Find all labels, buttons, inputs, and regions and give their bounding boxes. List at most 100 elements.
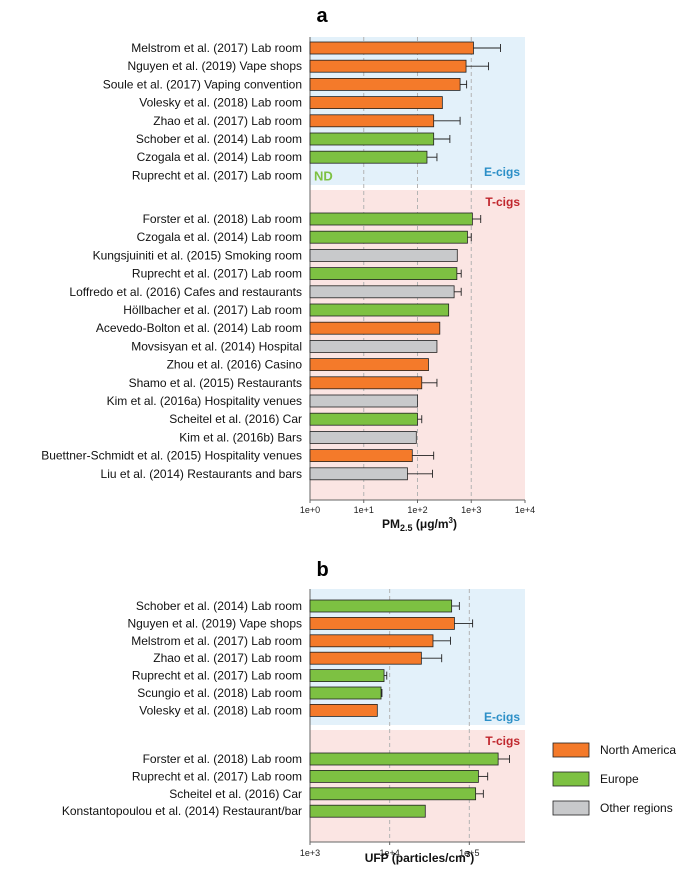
x-axis-label: UFP (particles/cm3) <box>365 850 475 865</box>
x-tick-label: 1e+5 <box>459 848 479 858</box>
bar <box>309 212 473 226</box>
row-label: Scungio et al. (2018) Lab room <box>137 686 302 700</box>
row-label: Volesky et al. (2018) Lab room <box>139 703 302 717</box>
bar <box>309 669 385 682</box>
ecig-label: E-cigs <box>484 165 520 179</box>
bar <box>309 634 434 648</box>
row-label: Czogala et al. (2014) Lab room <box>137 230 302 244</box>
row-label: Konstantopoulou et al. (2014) Restaurant… <box>62 804 302 818</box>
legend-label: North America <box>600 743 676 757</box>
panel-b-chart: 1e+3 1e+4 1e+5 b E-cigs T-cigs Schober et al. … <box>62 559 525 865</box>
x-axis-label-part: ) <box>470 851 474 865</box>
row-label: Scheitel et al. (2016) Car <box>169 412 302 426</box>
panel-label: a <box>316 5 328 27</box>
row-label: Zhao et al. (2017) Lab room <box>153 651 302 665</box>
bar <box>309 132 435 146</box>
bar <box>309 804 426 818</box>
bar <box>309 704 378 717</box>
x-axis-label-part: PM <box>382 517 400 531</box>
legend-swatch-north-america <box>552 742 590 758</box>
tcig-label: T-cigs <box>485 734 520 748</box>
tcig-label: T-cigs <box>485 195 520 209</box>
tcig-band <box>310 730 525 842</box>
ecig-label: E-cigs <box>484 710 520 724</box>
bar <box>309 412 418 426</box>
row-label: Forster et al. (2018) Lab room <box>143 212 302 226</box>
legend-label: Other regions <box>600 801 673 815</box>
bar <box>309 430 417 444</box>
x-axis-label: PM2.5 (μg/m3) <box>382 516 457 533</box>
panel-a-chart: 1e+0 1e+1 1e+2 1e+3 1e+4 a E-cigs T-cigs Melstro… <box>41 5 535 533</box>
bar <box>309 303 450 317</box>
legend: North America Europe Other regions <box>552 742 676 816</box>
row-label: Melstrom et al. (2017) Lab room <box>131 41 302 55</box>
bar <box>309 285 455 299</box>
row-label: Zhao et al. (2017) Lab room <box>153 114 302 128</box>
bar <box>309 770 479 783</box>
bar <box>309 376 423 390</box>
bar <box>309 467 408 481</box>
x-tick-label: 1e+2 <box>407 505 427 515</box>
row-label: Kim et al. (2016a) Hospitality venues <box>107 394 302 408</box>
row-label: Ruprecht et al. (2017) Lab room <box>132 669 302 683</box>
bar <box>309 394 418 408</box>
bar <box>309 599 453 613</box>
bar <box>309 339 438 353</box>
bar <box>309 114 435 128</box>
nd-label: ND <box>314 168 333 183</box>
legend-label: Europe <box>600 772 639 786</box>
x-tick-label: 1e+4 <box>515 505 535 515</box>
legend-swatch-europe <box>552 771 590 787</box>
row-label: Ruprecht et al. (2017) Lab room <box>132 769 302 783</box>
row-label: Kim et al. (2016b) Bars <box>179 430 302 444</box>
row-label: Soule et al. (2017) Vaping convention <box>103 77 302 91</box>
bar <box>309 787 477 801</box>
x-axis-label-part: 2.5 <box>400 523 413 533</box>
legend-swatch-other <box>552 800 590 816</box>
bar <box>309 41 474 55</box>
x-tick-label: 1e+3 <box>461 505 481 515</box>
row-label: Nguyen et al. (2019) Vape shops <box>127 616 302 630</box>
bar <box>309 651 422 665</box>
row-label: Loffredo et al. (2016) Cafes and restaur… <box>69 285 302 299</box>
row-label: Volesky et al. (2018) Lab room <box>139 96 302 110</box>
row-label: Buettner-Schmidt et al. (2015) Hospitali… <box>41 449 302 463</box>
bar <box>309 617 455 630</box>
x-axis-label-part: (μg/m <box>413 517 449 531</box>
bar <box>309 358 429 372</box>
x-tick-label: 1e+1 <box>354 505 374 515</box>
bar <box>309 230 468 244</box>
bar <box>309 78 461 91</box>
row-label: Ruprecht et al. (2017) Lab room <box>132 267 302 281</box>
bar <box>309 59 467 73</box>
row-label: Schober et al. (2014) Lab room <box>136 599 302 613</box>
row-label: Acevedo-Bolton et al. (2014) Lab room <box>96 321 302 335</box>
bar <box>309 267 458 281</box>
bar <box>309 686 382 700</box>
row-label: Shamo et al. (2015) Restaurants <box>129 376 302 390</box>
bar <box>309 449 413 463</box>
row-label: Scheitel et al. (2016) Car <box>169 787 302 801</box>
x-axis-label-part: ) <box>453 517 457 531</box>
panel-label: b <box>316 559 328 581</box>
x-axis-label-part: 3 <box>466 850 471 859</box>
row-label: Zhou et al. (2016) Casino <box>167 358 303 372</box>
bar <box>309 321 441 335</box>
row-label: Forster et al. (2018) Lab room <box>143 752 302 766</box>
x-axis-label-part: 3 <box>449 516 454 525</box>
x-tick-label: 1e+4 <box>380 848 400 858</box>
row-label: Movsisyan et al. (2014) Hospital <box>131 339 302 353</box>
bar <box>309 96 443 109</box>
bar <box>309 248 458 262</box>
row-label: Melstrom et al. (2017) Lab room <box>131 634 302 648</box>
row-label: Czogala et al. (2014) Lab room <box>137 150 302 164</box>
bar <box>309 752 499 766</box>
row-label: Schober et al. (2014) Lab room <box>136 132 302 146</box>
x-tick-label: 1e+3 <box>300 848 320 858</box>
row-label: Liu et al. (2014) Restaurants and bars <box>101 467 302 481</box>
row-label: Kungsjuiniti et al. (2015) Smoking room <box>93 248 302 262</box>
row-label: Nguyen et al. (2019) Vape shops <box>127 59 302 73</box>
x-axis-label-part: UFP (particles/cm <box>365 851 466 865</box>
x-tick-label: 1e+0 <box>300 505 320 515</box>
